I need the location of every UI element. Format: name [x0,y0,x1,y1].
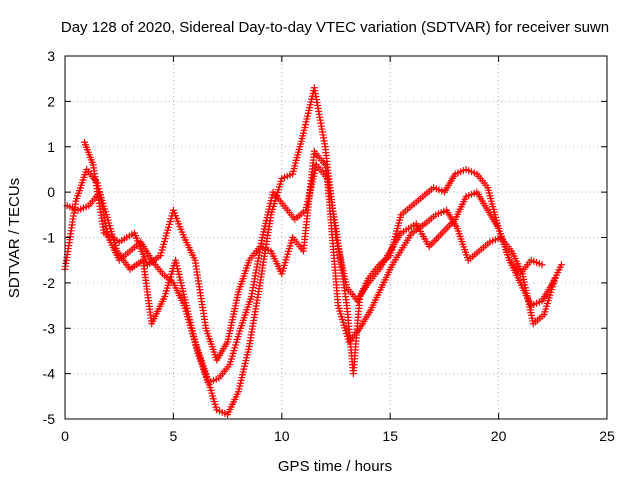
data-point [557,261,565,269]
y-tick-label: -1 [43,230,56,246]
x-axis-label: GPS time / hours [278,458,392,475]
y-tick-label: 0 [47,184,55,200]
x-tick-label: 25 [599,428,615,444]
grid-lines [65,56,607,419]
y-tick-label: 3 [47,48,55,64]
y-axis-label: SDTVAR / TECUs [6,178,23,298]
data-points [61,84,565,418]
x-tick-label: 20 [491,428,507,444]
y-tick-label: -2 [43,275,56,291]
y-tick-label: 1 [47,139,55,155]
y-tick-label: -5 [43,411,56,427]
y-tick-label: -3 [43,320,56,336]
axis-ticks: 0 5 10 15 20 25 -5 -4 -3 -2 -1 0 1 2 3 [43,48,615,444]
data-point [538,261,546,269]
x-tick-label: 5 [170,428,178,444]
data-point [551,274,559,282]
chart-title: Day 128 of 2020, Sidereal Day-to-day VTE… [61,19,609,36]
x-tick-label: 10 [274,428,290,444]
y-tick-label: -4 [43,366,56,382]
y-tick-label: 2 [47,93,55,109]
x-tick-label: 0 [61,428,69,444]
x-tick-label: 15 [382,428,398,444]
